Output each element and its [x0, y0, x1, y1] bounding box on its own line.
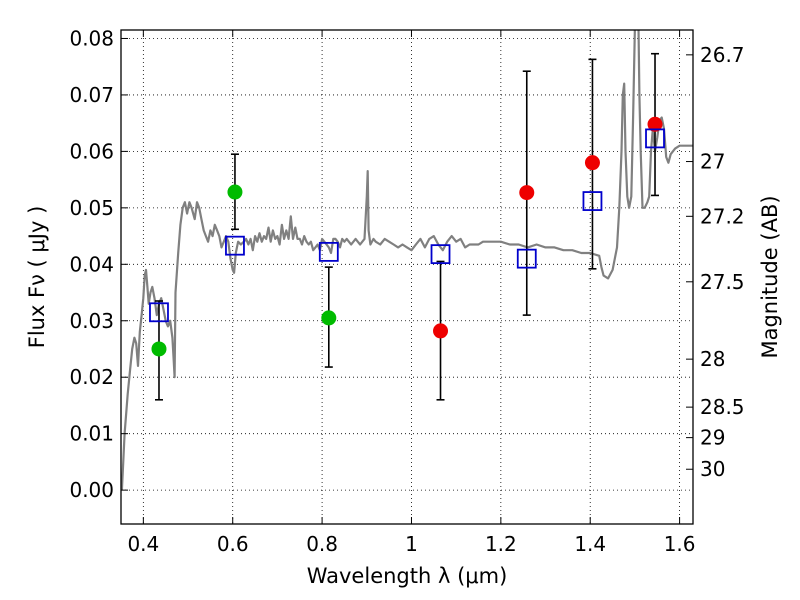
grid [121, 30, 693, 524]
x-tick-label: 0.6 [217, 532, 249, 556]
y-tick-label: 0.08 [69, 26, 114, 50]
green-data-point [151, 341, 167, 357]
y-axis-label: Flux Fν ( μJy ) [25, 206, 49, 349]
model-spectrum [121, 30, 693, 491]
data-markers [149, 116, 665, 357]
y-axis-ticks: 0.00 0.01 0.02 0.03 0.04 0.05 0.06 0.07 0.08 [69, 26, 128, 502]
model-square-point [225, 235, 245, 256]
y2-tick-label: 27 [700, 150, 725, 174]
y-tick-label: 0.00 [69, 478, 114, 502]
y2-tick-label: 30 [700, 457, 725, 481]
green-data-point [321, 310, 337, 326]
y-tick-label: 0.02 [69, 365, 114, 389]
x-axis-ticks: 0.4 0.6 0.8 1 1.2 1.4 1.6 [127, 30, 696, 556]
y-tick-label: 0.05 [69, 196, 114, 220]
x-tick-label: 0.8 [306, 532, 338, 556]
red-data-point [584, 155, 600, 171]
model-square-point [318, 241, 339, 262]
y2-tick-label: 27.2 [700, 204, 745, 228]
model-square-point [645, 128, 665, 149]
model-square-point [516, 248, 537, 269]
y-tick-label: 0.06 [69, 139, 114, 163]
x-tick-label: 0.4 [127, 532, 159, 556]
y2-tick-label: 29 [700, 426, 725, 450]
green-data-point [227, 184, 243, 200]
x-tick-label: 1.2 [485, 532, 517, 556]
x-axis-label: Wavelength λ (μm) [307, 564, 508, 588]
model-square-point [582, 191, 603, 211]
y2-tick-label: 28.5 [700, 395, 745, 419]
plot-frame [120, 29, 694, 525]
y2-tick-label: 28 [700, 347, 725, 371]
model-square-point [430, 244, 451, 265]
x-tick-label: 1.6 [664, 532, 696, 556]
plot-background [121, 30, 693, 524]
y2-axis-label: Magnitude (AB) [758, 195, 782, 358]
y2-tick-label: 27.5 [700, 270, 745, 294]
y-tick-label: 0.07 [69, 83, 114, 107]
x-tick-label: 1 [405, 532, 418, 556]
red-data-point [519, 185, 535, 201]
y-tick-label: 0.03 [69, 309, 114, 333]
x-tick-label: 1.4 [574, 532, 606, 556]
y-tick-label: 0.04 [69, 252, 114, 276]
model-square-point [149, 302, 169, 323]
spectrum-line [121, 30, 693, 491]
red-data-point [647, 116, 663, 132]
y2-axis-ticks: 26.7 27 27.2 27.5 28 28.5 29 30 [686, 43, 745, 481]
y-tick-label: 0.01 [69, 422, 114, 446]
y2-tick-label: 26.7 [700, 43, 745, 67]
red-data-point [433, 323, 449, 339]
